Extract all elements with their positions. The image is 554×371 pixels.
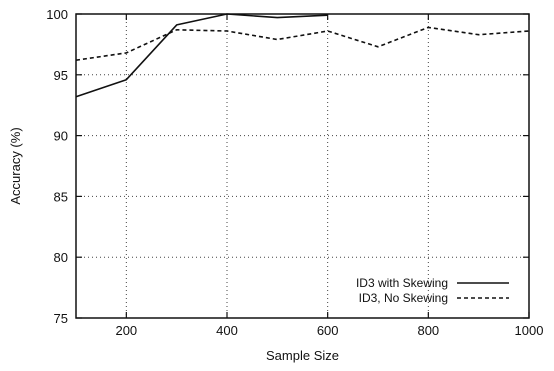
y-tick-label: 95 — [54, 68, 68, 83]
y-tick-label: 75 — [54, 311, 68, 326]
y-tick-label: 100 — [46, 7, 68, 22]
x-tick-label: 1000 — [515, 323, 544, 338]
x-axis-label: Sample Size — [266, 348, 339, 363]
legend-label-skewing: ID3 with Skewing — [356, 276, 448, 290]
y-tick-label: 85 — [54, 189, 68, 204]
x-axis-ticks: 200 400 600 800 1000 — [115, 14, 543, 338]
legend-label-no-skewing: ID3, No Skewing — [359, 291, 448, 305]
series-layer — [75, 13, 530, 98]
legend: ID3 with Skewing ID3, No Skewing — [356, 276, 509, 305]
x-tick-label: 800 — [417, 323, 439, 338]
x-tick-label: 400 — [216, 323, 238, 338]
y-tick-label: 90 — [54, 129, 68, 144]
y-axis-ticks: 75 80 85 90 95 100 — [46, 7, 529, 326]
x-tick-label: 600 — [317, 323, 339, 338]
y-axis-label: Accuracy (%) — [8, 127, 23, 204]
y-tick-label: 80 — [54, 250, 68, 265]
plot-frame — [75, 13, 530, 319]
grid-lines — [76, 14, 529, 318]
x-tick-label: 200 — [115, 323, 137, 338]
series-line-no-skewing — [75, 26, 530, 61]
series-line-skewing — [75, 13, 328, 98]
